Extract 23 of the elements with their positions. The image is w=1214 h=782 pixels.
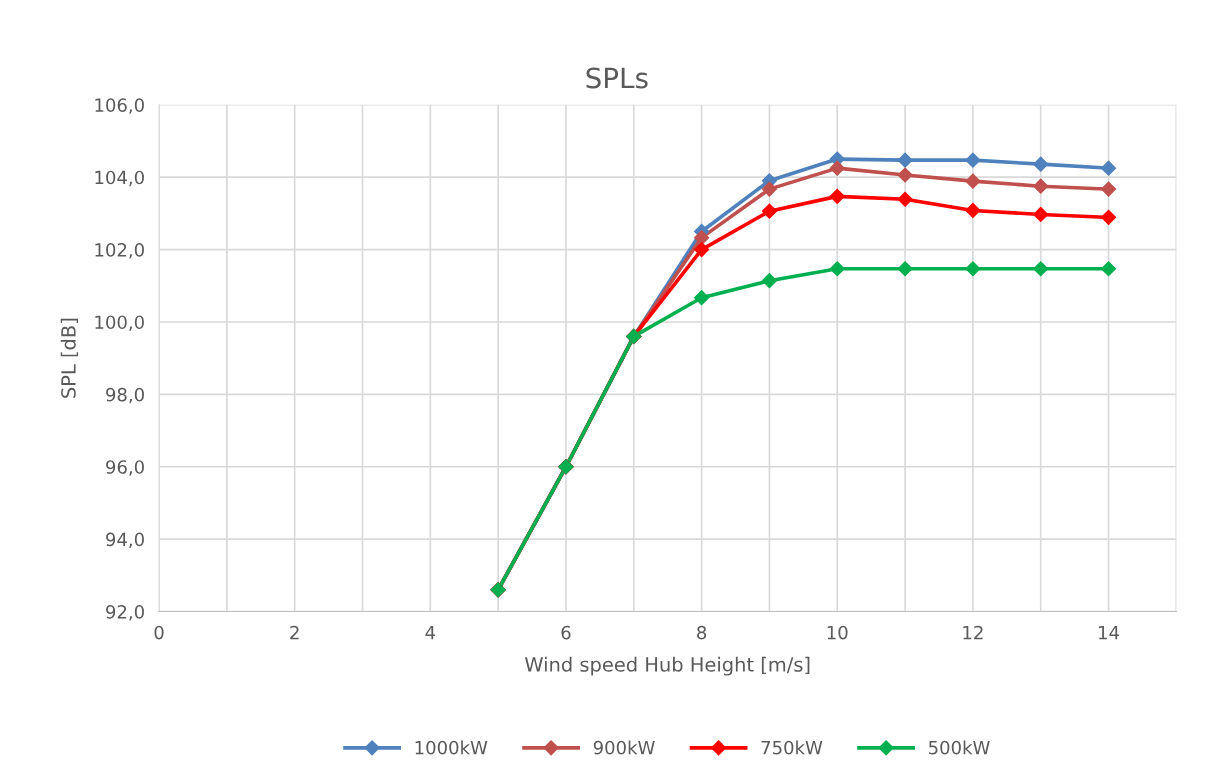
legend-label: 1000kW: [415, 740, 488, 755]
y-tick-label: 100,0: [95, 315, 144, 331]
y-tick-label: 92,0: [106, 604, 144, 621]
y-tick-label: 94,0: [106, 532, 144, 549]
chart-title: SPLs: [586, 67, 648, 89]
y-tick-label: 96,0: [106, 460, 144, 476]
x-axis-title: Wind speed Hub Height [m/s]: [525, 656, 810, 676]
x-tick-label: 4: [425, 625, 436, 640]
x-tick-label: 14: [1099, 625, 1120, 640]
x-tick-label: 0: [154, 625, 164, 640]
y-axis-title: SPL [dB]: [60, 318, 79, 398]
x-tick-label: 8: [697, 625, 707, 640]
y-tick-label: 102,0: [95, 243, 144, 259]
x-tick-label: 2: [290, 625, 299, 640]
x-tick-label: 12: [963, 625, 983, 640]
y-tick-label: 104,0: [95, 170, 144, 187]
x-tick-label: 10: [827, 625, 848, 640]
y-tick-label: 106,0: [95, 98, 144, 114]
legend-label: 500kW: [929, 740, 990, 755]
legend-label: 900kW: [593, 740, 655, 755]
x-tick-label: 6: [561, 625, 571, 640]
legend-label: 750kW: [761, 740, 823, 755]
y-tick-label: 98,0: [106, 387, 144, 404]
